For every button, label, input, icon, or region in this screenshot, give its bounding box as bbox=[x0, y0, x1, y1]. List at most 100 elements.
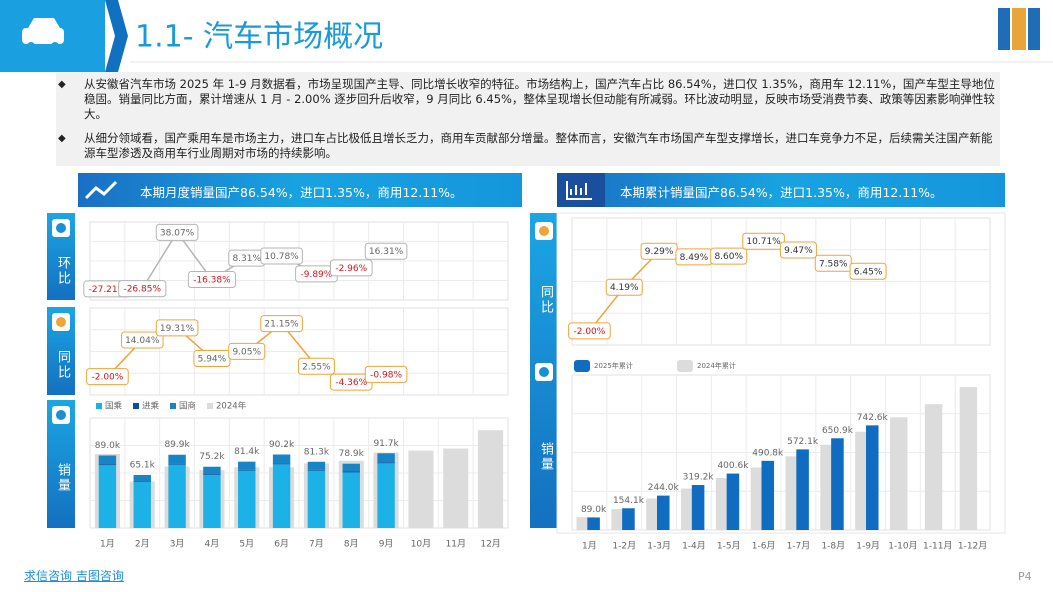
bar bbox=[133, 482, 151, 528]
side-icon-dot bbox=[539, 226, 549, 236]
bar bbox=[796, 449, 809, 530]
bar bbox=[203, 474, 221, 475]
bar bbox=[133, 481, 151, 483]
value-label: 650.9k bbox=[822, 426, 854, 436]
total-label: 81.3k bbox=[304, 447, 330, 457]
bar bbox=[622, 508, 635, 530]
value-label: 9.29% bbox=[645, 247, 674, 257]
x-tick-label: 10月 bbox=[411, 539, 431, 550]
value-label: -0.98% bbox=[370, 370, 402, 380]
value-label: 4.19% bbox=[610, 283, 639, 293]
chart-icon bbox=[566, 181, 592, 200]
value-label-box bbox=[86, 368, 129, 386]
value-label: 10.71% bbox=[746, 237, 781, 247]
total-label: 81.4k bbox=[234, 447, 260, 457]
comparison-bar bbox=[408, 450, 434, 528]
total-label: 90.2k bbox=[269, 440, 295, 450]
side-icon-dot bbox=[56, 317, 66, 327]
bullet: 从细分领域看，国产乘用车是市场主力，进口车占比极低且增长乏力，商用车贡献部分增量… bbox=[56, 131, 1000, 161]
value-label: -4.36% bbox=[335, 378, 367, 388]
value-label-box bbox=[779, 241, 817, 259]
value-label: 19.31% bbox=[160, 324, 195, 334]
bar bbox=[342, 471, 360, 473]
comparison-bar bbox=[959, 387, 978, 530]
legend-label: 2025年累计 bbox=[594, 361, 633, 370]
value-label: 8.60% bbox=[714, 252, 743, 262]
value-label-box bbox=[710, 247, 748, 265]
value-label: 6.45% bbox=[854, 267, 883, 277]
value-label: 244.0k bbox=[648, 483, 680, 493]
x-tick-label: 1-4月 bbox=[682, 541, 706, 552]
value-label: 2.55% bbox=[302, 362, 331, 372]
total-label: 78.9k bbox=[339, 449, 365, 459]
panel-title: 本期累计销量国产86.54%，进口1.35%，商用12.11%。 bbox=[620, 185, 943, 200]
value-label: -26.85% bbox=[123, 285, 161, 295]
comparison-bar bbox=[924, 404, 943, 530]
bar bbox=[98, 465, 117, 528]
value-label: 21.15% bbox=[264, 320, 299, 330]
bar bbox=[133, 474, 151, 482]
bar bbox=[307, 469, 326, 471]
comparison-bar bbox=[443, 448, 469, 528]
bar bbox=[307, 461, 326, 470]
bar bbox=[342, 463, 360, 472]
bar bbox=[691, 485, 705, 530]
x-tick-label: 1-6月 bbox=[752, 541, 776, 552]
total-label: 89.0k bbox=[95, 441, 121, 451]
legend-swatch bbox=[133, 403, 139, 409]
x-tick-label: 7月 bbox=[309, 539, 324, 550]
side-label: 环比 bbox=[55, 255, 70, 286]
x-tick-label: 1月 bbox=[100, 539, 115, 550]
value-label: 16.31% bbox=[369, 247, 404, 257]
panel-header bbox=[557, 173, 1005, 207]
x-tick-label: 1-12月 bbox=[958, 541, 987, 552]
x-tick-label: 2月 bbox=[135, 539, 150, 550]
value-label: 9.05% bbox=[232, 347, 261, 357]
value-label: -2.00% bbox=[91, 373, 123, 383]
value-label: 490.8k bbox=[752, 448, 784, 458]
x-tick-label: 1-8月 bbox=[821, 541, 845, 552]
value-label: 38.07% bbox=[160, 228, 195, 238]
value-label-box bbox=[187, 271, 237, 289]
legend-swatch bbox=[574, 360, 590, 372]
bar bbox=[865, 425, 879, 530]
bar bbox=[831, 438, 844, 530]
logo bbox=[998, 8, 1040, 50]
bar bbox=[726, 473, 740, 530]
bar bbox=[168, 464, 186, 528]
x-tick-label: 11月 bbox=[446, 539, 466, 550]
panel-title: 本期月度销量国产86.54%，进口1.35%，商用12.11%。 bbox=[140, 185, 463, 200]
value-label: -2.96% bbox=[335, 264, 367, 274]
value-label: 572.1k bbox=[787, 437, 819, 447]
value-label: -9.89% bbox=[300, 270, 332, 280]
bar bbox=[342, 472, 360, 528]
value-label: 9.47% bbox=[784, 246, 813, 256]
legend-swatch bbox=[170, 403, 176, 409]
page-title: 1.1- 汽车市场概况 bbox=[135, 20, 383, 55]
side-label: 销量 bbox=[55, 463, 70, 493]
value-label-box bbox=[297, 357, 335, 375]
side-label: 同比 bbox=[55, 350, 70, 380]
legend-label: 国乘 bbox=[105, 401, 123, 412]
bar bbox=[307, 470, 326, 528]
value-label: 7.58% bbox=[819, 259, 848, 269]
total-label: 91.7k bbox=[373, 439, 399, 449]
bar bbox=[98, 464, 117, 466]
value-label-box bbox=[155, 223, 199, 241]
x-tick-label: 5月 bbox=[239, 539, 254, 550]
page-number: P4 bbox=[1018, 570, 1032, 583]
x-tick-label: 6月 bbox=[274, 539, 289, 550]
side-icon-dot bbox=[56, 410, 66, 420]
bar bbox=[238, 470, 256, 528]
value-label: 742.6k bbox=[857, 413, 889, 423]
total-label: 89.9k bbox=[164, 440, 190, 450]
comparison-bar bbox=[478, 430, 504, 528]
value-label: 400.6k bbox=[717, 461, 749, 471]
value-label: 14.04% bbox=[125, 336, 160, 346]
bar bbox=[98, 455, 117, 465]
bar bbox=[203, 466, 221, 475]
bar bbox=[377, 462, 395, 464]
bar bbox=[377, 453, 395, 463]
comparison-bar bbox=[890, 417, 908, 530]
value-label: 5.94% bbox=[198, 355, 227, 365]
